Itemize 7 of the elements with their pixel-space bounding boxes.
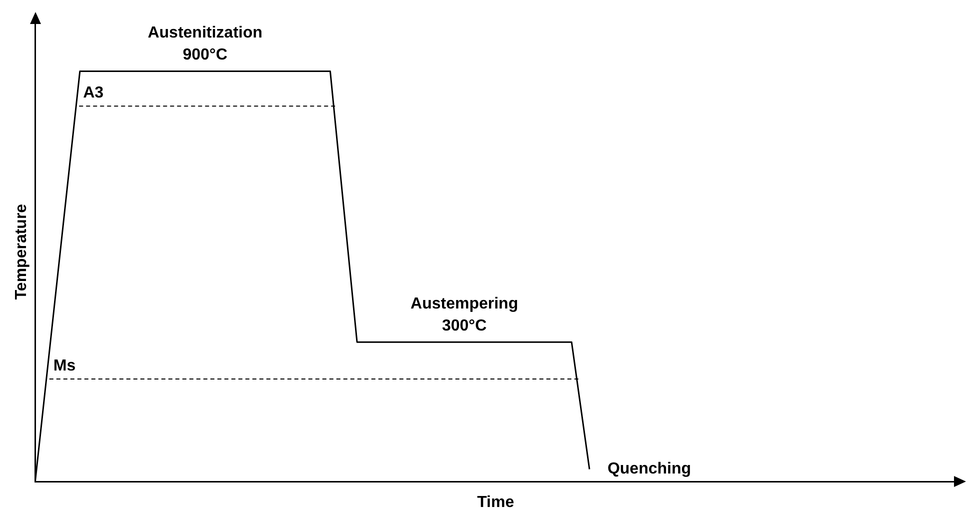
annotation: Quenching: [607, 460, 692, 478]
ref-line-label: Ms: [53, 357, 76, 374]
ref-line-label: A3: [83, 84, 104, 102]
x-axis-title: Time: [477, 494, 514, 511]
annotation: Austenitization 900°C: [148, 24, 262, 64]
annotation: Austempering 300°C: [410, 295, 518, 334]
y-axis-title: Temperature: [13, 204, 30, 300]
